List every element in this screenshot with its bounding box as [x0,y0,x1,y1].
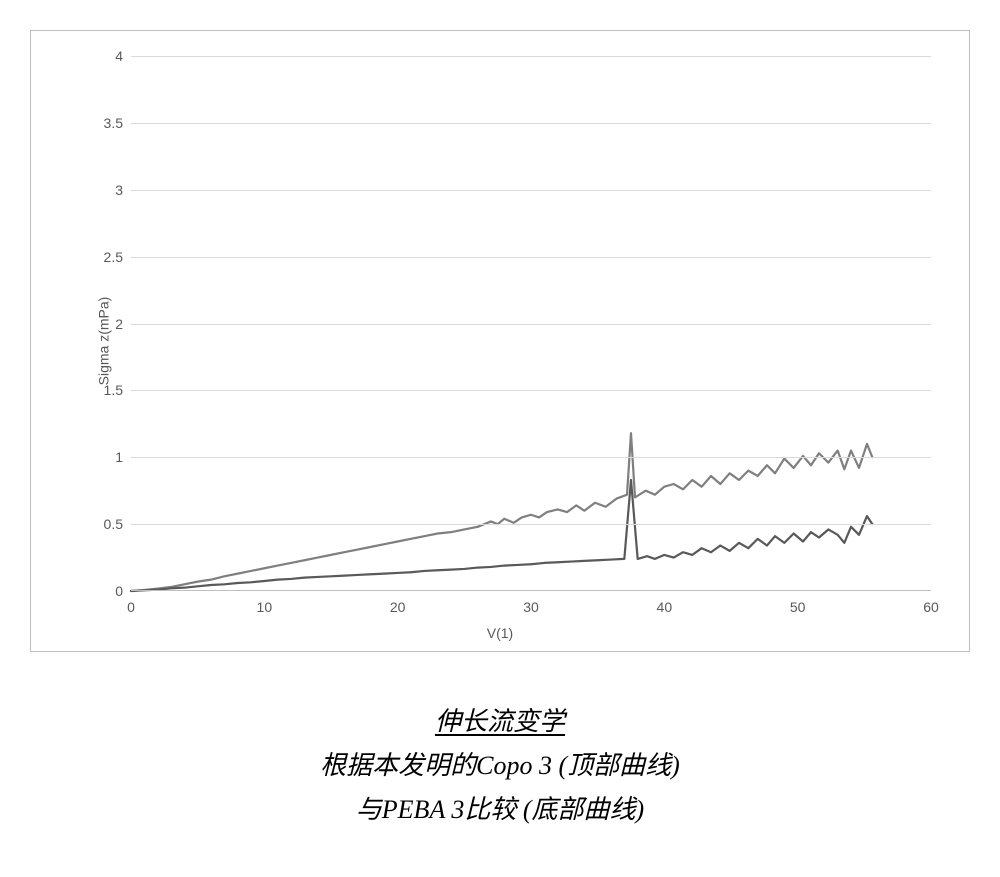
y-tick-label: 3 [115,182,123,198]
chart-panel: Sigma z(mPa) 00.511.522.533.540102030405… [30,30,970,652]
series-line [131,480,872,591]
gridline-h [131,324,931,325]
x-tick-label: 50 [790,599,806,615]
y-tick-label: 1.5 [104,382,123,398]
y-tick-label: 1 [115,449,123,465]
x-axis-title: V(1) [487,625,513,641]
gridline-h [131,190,931,191]
gridline-h [131,390,931,391]
y-tick-label: 2.5 [104,249,123,265]
gridline-h [131,524,931,525]
y-tick-label: 0.5 [104,516,123,532]
plot-area: 00.511.522.533.540102030405060 [131,56,931,591]
y-axis-title: Sigma z(mPa) [95,297,111,386]
x-tick-label: 20 [390,599,406,615]
y-tick-label: 3.5 [104,115,123,131]
y-tick-label: 0 [115,583,123,599]
x-tick-label: 40 [657,599,673,615]
gridline-h [131,257,931,258]
caption-line-3: 与PEBA 3比较 (底部曲线) [320,788,680,832]
y-tick-label: 2 [115,316,123,332]
y-tick-label: 4 [115,48,123,64]
x-tick-label: 60 [923,599,939,615]
x-tick-label: 0 [127,599,135,615]
gridline-h [131,457,931,458]
x-tick-label: 10 [257,599,273,615]
caption-block: 伸长流变学 根据本发明的Copo 3 (顶部曲线) 与PEBA 3比较 (底部曲… [320,700,680,833]
caption-line-1: 伸长流变学 [320,700,680,744]
gridline-h [131,56,931,57]
x-axis-line [131,590,931,591]
x-tick-label: 30 [523,599,539,615]
gridline-h [131,123,931,124]
caption-line-2: 根据本发明的Copo 3 (顶部曲线) [320,744,680,788]
